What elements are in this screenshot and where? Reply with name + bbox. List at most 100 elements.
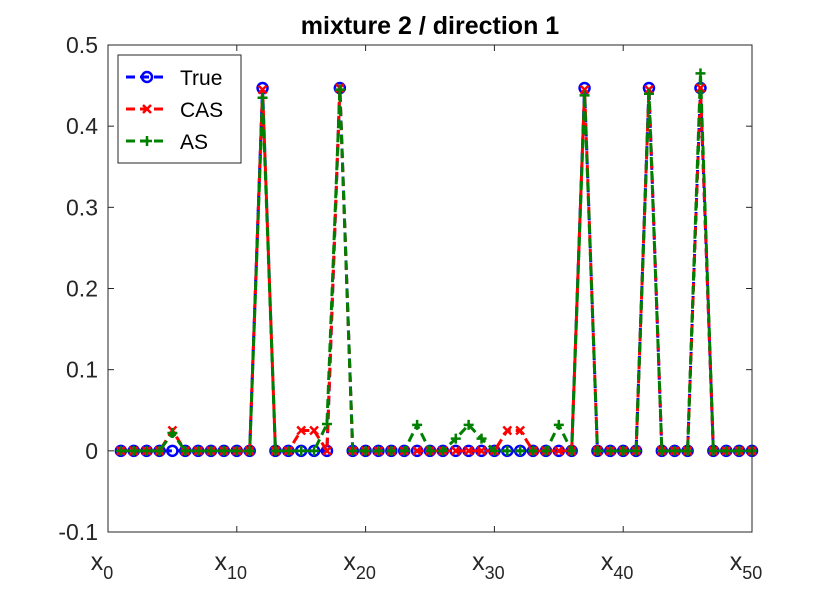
data-point bbox=[437, 445, 448, 456]
data-point bbox=[515, 445, 526, 456]
x-tick-label-sub: 50 bbox=[742, 563, 762, 583]
x-tick-label: x50 bbox=[730, 548, 763, 583]
y-tick-label: -0.1 bbox=[58, 519, 98, 545]
data-point bbox=[631, 445, 642, 456]
data-point bbox=[322, 445, 332, 456]
data-point bbox=[502, 425, 513, 436]
data-point bbox=[360, 445, 371, 456]
data-point bbox=[708, 445, 719, 456]
x-tick-label-main: x bbox=[215, 548, 228, 576]
legend-item-true: True bbox=[126, 67, 222, 90]
x-tick-label: x30 bbox=[472, 548, 505, 583]
data-point bbox=[334, 84, 345, 95]
data-point bbox=[296, 425, 307, 436]
data-point bbox=[193, 445, 204, 456]
data-point bbox=[695, 83, 706, 93]
x-tick-label: x10 bbox=[215, 548, 248, 583]
x-tick-label-sub: 20 bbox=[356, 563, 376, 583]
data-point bbox=[566, 445, 577, 456]
data-point bbox=[579, 84, 590, 95]
data-point bbox=[167, 427, 178, 438]
data-point bbox=[218, 445, 229, 456]
x-tick-label: x0 bbox=[91, 548, 114, 583]
data-point bbox=[515, 425, 526, 436]
y-tick-label: 0 bbox=[85, 438, 98, 464]
chart-title: mixture 2 / direction 1 bbox=[301, 12, 560, 40]
x-tick-label-main: x bbox=[91, 548, 104, 576]
data-point bbox=[154, 445, 165, 456]
y-axis: -0.1 0 0.1 0.2 0.3 0.4 0.5 bbox=[58, 32, 752, 545]
legend-marker bbox=[140, 70, 154, 84]
data-point bbox=[463, 445, 474, 456]
data-point bbox=[244, 445, 255, 456]
series-cas bbox=[115, 83, 757, 456]
data-point bbox=[695, 68, 706, 79]
data-point bbox=[296, 445, 307, 456]
data-point bbox=[412, 419, 423, 430]
data-point bbox=[656, 445, 667, 456]
x-tick-label-main: x bbox=[730, 548, 743, 576]
data-point bbox=[476, 433, 487, 444]
data-point bbox=[270, 445, 281, 456]
x-axis: x0 x10 x20 x30 x40 x50 bbox=[91, 45, 763, 583]
legend-item-cas: CAS bbox=[126, 99, 223, 122]
data-point bbox=[669, 445, 680, 456]
legend: True CAS AS bbox=[117, 54, 242, 164]
data-point bbox=[450, 433, 461, 444]
x-tick-label-sub: 0 bbox=[103, 563, 113, 583]
data-point bbox=[682, 445, 693, 456]
data-point bbox=[553, 445, 564, 456]
data-point bbox=[425, 445, 435, 456]
data-point bbox=[528, 445, 539, 456]
legend-label: CAS bbox=[180, 99, 223, 122]
data-point bbox=[450, 445, 461, 456]
data-point bbox=[618, 445, 629, 456]
y-tick-label: 0.1 bbox=[66, 357, 98, 383]
data-point bbox=[412, 445, 423, 456]
x-tick-label-sub: 40 bbox=[613, 563, 633, 583]
data-point bbox=[476, 445, 487, 456]
data-point bbox=[321, 419, 332, 430]
data-point bbox=[553, 419, 564, 430]
x-tick-label-main: x bbox=[343, 548, 356, 576]
data-point bbox=[399, 445, 410, 456]
y-tick-label: 0.3 bbox=[66, 194, 98, 220]
data-point bbox=[502, 445, 513, 456]
x-tick-label: x40 bbox=[601, 548, 634, 583]
data-point bbox=[386, 445, 397, 456]
y-tick-label: 0.5 bbox=[66, 32, 98, 58]
data-point bbox=[166, 444, 179, 458]
data-point bbox=[605, 445, 616, 456]
data-point bbox=[231, 445, 242, 456]
series-line bbox=[120, 73, 752, 453]
data-point bbox=[257, 84, 268, 95]
data-point bbox=[579, 90, 590, 101]
data-point bbox=[141, 445, 152, 456]
legend-marker bbox=[142, 136, 152, 146]
x-tick-label: x20 bbox=[343, 548, 376, 583]
data-point bbox=[257, 92, 268, 103]
data-point bbox=[283, 445, 294, 456]
data-point bbox=[309, 425, 319, 436]
data-point bbox=[128, 445, 139, 456]
data-point bbox=[734, 445, 745, 456]
legend-item-as: AS bbox=[126, 131, 208, 154]
data-point bbox=[347, 445, 358, 456]
data-point bbox=[643, 88, 654, 99]
x-tick-label-main: x bbox=[601, 548, 614, 576]
plot-frame bbox=[107, 44, 753, 533]
data-point bbox=[115, 445, 126, 456]
x-tick-label-main: x bbox=[472, 548, 485, 576]
data-point bbox=[489, 445, 500, 456]
data-point bbox=[373, 445, 384, 456]
data-point bbox=[180, 445, 191, 456]
y-tick-label: 0.2 bbox=[66, 276, 98, 302]
data-point bbox=[592, 445, 603, 456]
data-point bbox=[463, 419, 474, 430]
data-point bbox=[540, 445, 551, 456]
legend-marker bbox=[142, 104, 152, 114]
data-point bbox=[721, 445, 732, 456]
legend-label: AS bbox=[180, 131, 208, 154]
y-tick-label: 0.4 bbox=[66, 113, 98, 139]
